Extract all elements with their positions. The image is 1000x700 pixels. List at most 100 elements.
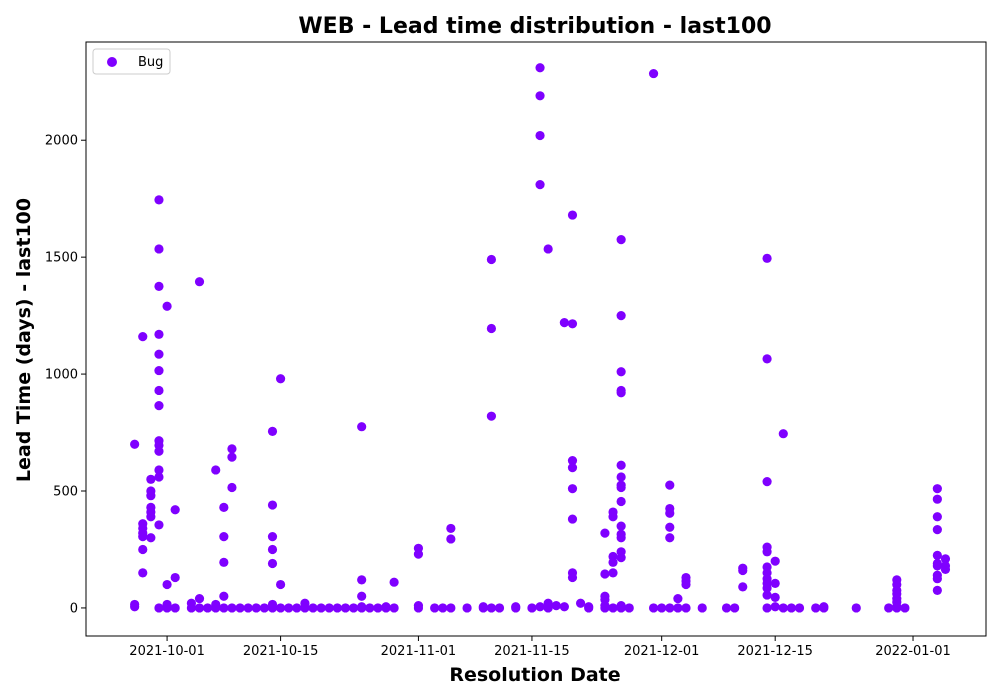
data-point: [778, 603, 788, 613]
data-point: [186, 603, 197, 613]
data-point: [616, 603, 626, 613]
data-point: [365, 603, 375, 613]
data-point: [932, 512, 942, 522]
data-point: [486, 411, 497, 421]
data-point: [381, 603, 391, 613]
data-point: [267, 558, 278, 569]
data-point: [932, 524, 942, 535]
data-point: [138, 532, 148, 542]
data-point: [535, 602, 545, 612]
chart-title: WEB - Lead time distribution - last100: [298, 14, 771, 39]
data-point: [413, 603, 424, 613]
data-point: [932, 494, 942, 504]
data-point: [154, 281, 164, 291]
data-point: [535, 91, 545, 101]
data-point: [259, 603, 269, 613]
data-point: [730, 603, 740, 613]
data-point: [332, 603, 342, 613]
data-point: [154, 244, 164, 254]
data-point: [762, 477, 772, 487]
data-point: [770, 578, 780, 588]
data-point: [762, 253, 772, 263]
data-point: [146, 491, 156, 501]
y-axis-label: Lead Time (days) - last100: [13, 198, 35, 482]
data-point: [170, 603, 180, 613]
data-point: [697, 603, 707, 613]
data-point: [154, 472, 164, 482]
data-point: [227, 452, 237, 462]
x-tick-label: 2022-01-01: [875, 644, 951, 659]
data-point: [681, 579, 691, 590]
data-point: [324, 603, 334, 613]
data-point: [567, 319, 578, 329]
data-point: [130, 602, 140, 612]
data-point: [413, 549, 424, 559]
data-point: [616, 388, 626, 398]
data-point: [616, 367, 626, 377]
data-point: [778, 429, 788, 439]
data-point: [373, 603, 383, 613]
data-point: [211, 465, 221, 475]
data-point: [535, 130, 545, 141]
data-point: [648, 603, 659, 613]
data-point: [762, 590, 772, 600]
data-point: [567, 210, 578, 220]
data-point: [616, 521, 626, 531]
data-point: [608, 557, 618, 567]
data-point: [154, 385, 164, 396]
data-point: [146, 512, 156, 522]
data-point: [194, 603, 205, 613]
data-point: [543, 603, 553, 613]
data-point: [535, 63, 545, 73]
data-point: [608, 603, 618, 613]
data-point: [616, 311, 626, 321]
data-point: [300, 603, 310, 613]
data-point: [203, 603, 213, 613]
data-point: [438, 603, 448, 613]
data-point: [227, 603, 237, 613]
data-point: [162, 579, 172, 590]
data-point: [665, 508, 675, 518]
data-point: [762, 583, 772, 593]
data-point: [811, 603, 821, 613]
data-point: [940, 564, 951, 574]
data-point: [535, 180, 545, 190]
data-point: [275, 603, 286, 613]
data-point: [616, 460, 626, 470]
data-point: [559, 602, 569, 612]
data-point: [584, 603, 594, 613]
data-point: [794, 603, 805, 613]
scatter-points: [130, 63, 951, 613]
x-tick-label: 2021-11-01: [381, 644, 457, 659]
data-point: [138, 332, 148, 342]
data-point: [616, 472, 626, 482]
data-point: [292, 603, 302, 613]
x-tick-label: 2021-11-15: [494, 644, 570, 659]
data-point: [932, 585, 942, 596]
data-point: [267, 532, 278, 542]
data-point: [227, 444, 237, 454]
data-point: [357, 422, 367, 432]
data-point: [665, 603, 675, 613]
data-point: [527, 603, 537, 613]
data-point: [762, 547, 772, 557]
data-point: [932, 484, 942, 494]
data-point: [819, 603, 829, 613]
data-point: [648, 68, 659, 79]
data-point: [575, 598, 586, 608]
data-point: [673, 603, 683, 613]
x-tick-label: 2021-10-15: [243, 644, 319, 659]
data-point: [267, 603, 278, 613]
data-point: [608, 568, 618, 578]
data-point: [616, 553, 626, 563]
data-point: [389, 577, 399, 587]
y-axis-ticks: 0 500 1000 1500 2000: [45, 134, 86, 616]
data-point: [567, 463, 578, 473]
data-point: [770, 602, 780, 612]
x-tick-label: 2021-10-01: [129, 644, 205, 659]
x-axis-label: Resolution Date: [449, 664, 620, 686]
data-point: [219, 532, 229, 542]
legend-marker: [107, 57, 117, 67]
data-point: [138, 544, 148, 555]
data-point: [389, 603, 399, 613]
